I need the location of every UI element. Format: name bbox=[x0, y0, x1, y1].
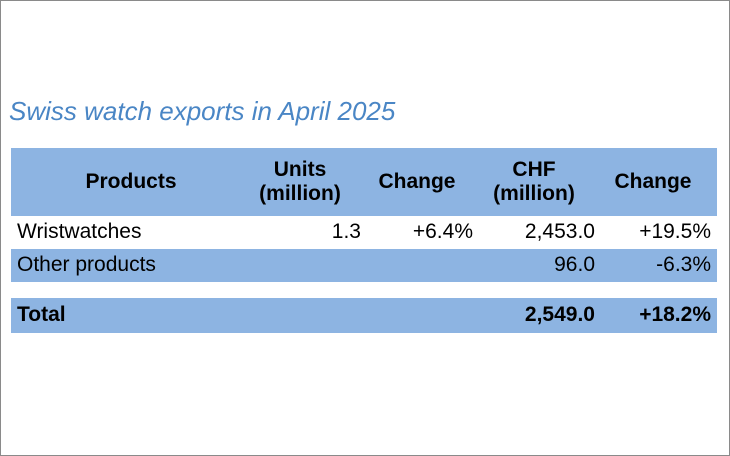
table-header-row: Products Units (million) Change CHF (mil… bbox=[11, 148, 717, 216]
table-row: Wristwatches 1.3 +6.4% 2,453.0 +19.5% bbox=[11, 216, 717, 249]
row-chf: 96.0 bbox=[554, 253, 595, 277]
header-chf: CHF (million) bbox=[473, 148, 595, 216]
row-product: Other products bbox=[17, 253, 156, 277]
total-chf: 2,549.0 bbox=[524, 303, 595, 327]
row-units: 1.3 bbox=[331, 220, 361, 244]
header-chf-line2: (million) bbox=[493, 182, 575, 205]
table-row: Other products 96.0 -6.3% bbox=[11, 249, 717, 282]
total-label: Total bbox=[17, 303, 66, 327]
header-units-change: Change bbox=[378, 169, 456, 193]
row-units bbox=[239, 249, 361, 282]
header-products: Products bbox=[85, 169, 177, 193]
row-units-change: +6.4% bbox=[412, 220, 473, 244]
header-chf-line1: CHF bbox=[512, 157, 556, 181]
row-product: Wristwatches bbox=[17, 220, 142, 244]
page-title: Swiss watch exports in April 2025 bbox=[9, 96, 396, 126]
header-units-line1: Units bbox=[273, 157, 327, 181]
header-units: Units (million) bbox=[239, 148, 361, 216]
header-chf-change: Change bbox=[614, 169, 692, 193]
header-units-line2: (million) bbox=[259, 182, 341, 205]
row-units-change bbox=[361, 249, 473, 282]
row-chf: 2,453.0 bbox=[524, 220, 595, 244]
row-chf-change: +19.5% bbox=[639, 220, 711, 244]
total-chf-change: +18.2% bbox=[639, 303, 711, 327]
table-total-row: Total 2,549.0 +18.2% bbox=[11, 298, 717, 333]
row-spacer bbox=[11, 282, 717, 298]
row-chf-change: -6.3% bbox=[656, 253, 711, 277]
exports-table: Products Units (million) Change CHF (mil… bbox=[11, 148, 717, 333]
